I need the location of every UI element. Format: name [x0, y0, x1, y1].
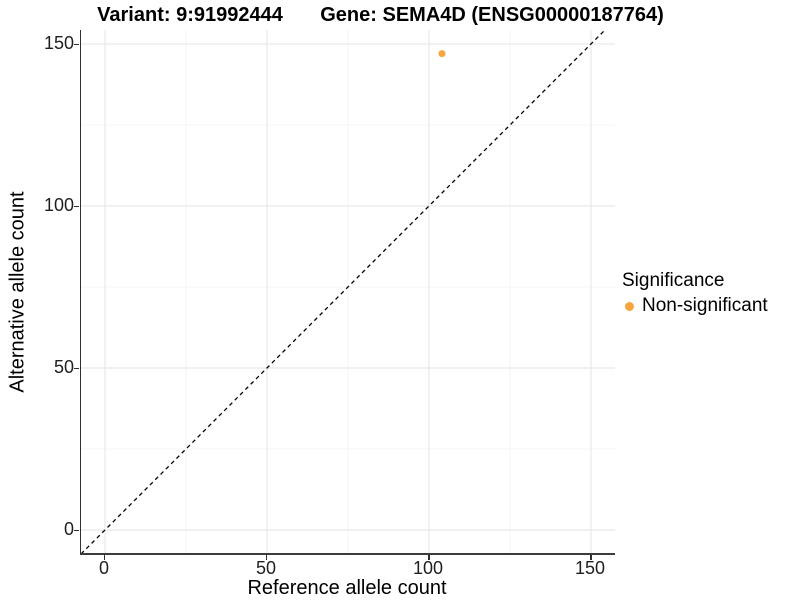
legend-title: Significance	[622, 270, 725, 291]
y-axis-tick	[74, 205, 79, 208]
y-tick-label: 50	[53, 356, 74, 377]
y-tick-label: 100	[43, 194, 74, 215]
plot-title-gene: Gene: SEMA4D (ENSG00000187764)	[320, 4, 664, 26]
plot-panel	[80, 30, 615, 555]
y-axis-tick	[74, 43, 79, 46]
legend-item-label: Non-significant	[642, 295, 768, 316]
y-axis-tick	[74, 529, 79, 532]
y-axis-tick	[74, 367, 79, 370]
legend-point-icon	[625, 301, 634, 311]
x-tick-label: 100	[412, 558, 444, 578]
legend: Significance Non-significant	[620, 270, 768, 317]
y-tick-label: 150	[43, 32, 74, 53]
x-axis-tick	[265, 555, 268, 560]
x-tick-label: 150	[574, 558, 606, 578]
x-axis-title: Reference allele count	[247, 577, 447, 599]
x-axis-tick	[428, 555, 430, 560]
data-point	[438, 50, 446, 58]
identity-dashed-line	[81, 30, 606, 553]
y-tick-label: 0	[63, 518, 74, 539]
x-axis-tick	[590, 555, 592, 560]
plot-title-variant: Variant: 9:91992444	[97, 4, 283, 26]
y-axis-title: Alternative allele count	[6, 191, 29, 393]
x-tick-label: 50	[255, 558, 276, 578]
x-tick-label: 0	[98, 558, 109, 578]
legend-item-non-significant: Non-significant	[620, 295, 768, 317]
plot-canvas	[81, 30, 615, 553]
x-axis-tick	[103, 555, 106, 560]
